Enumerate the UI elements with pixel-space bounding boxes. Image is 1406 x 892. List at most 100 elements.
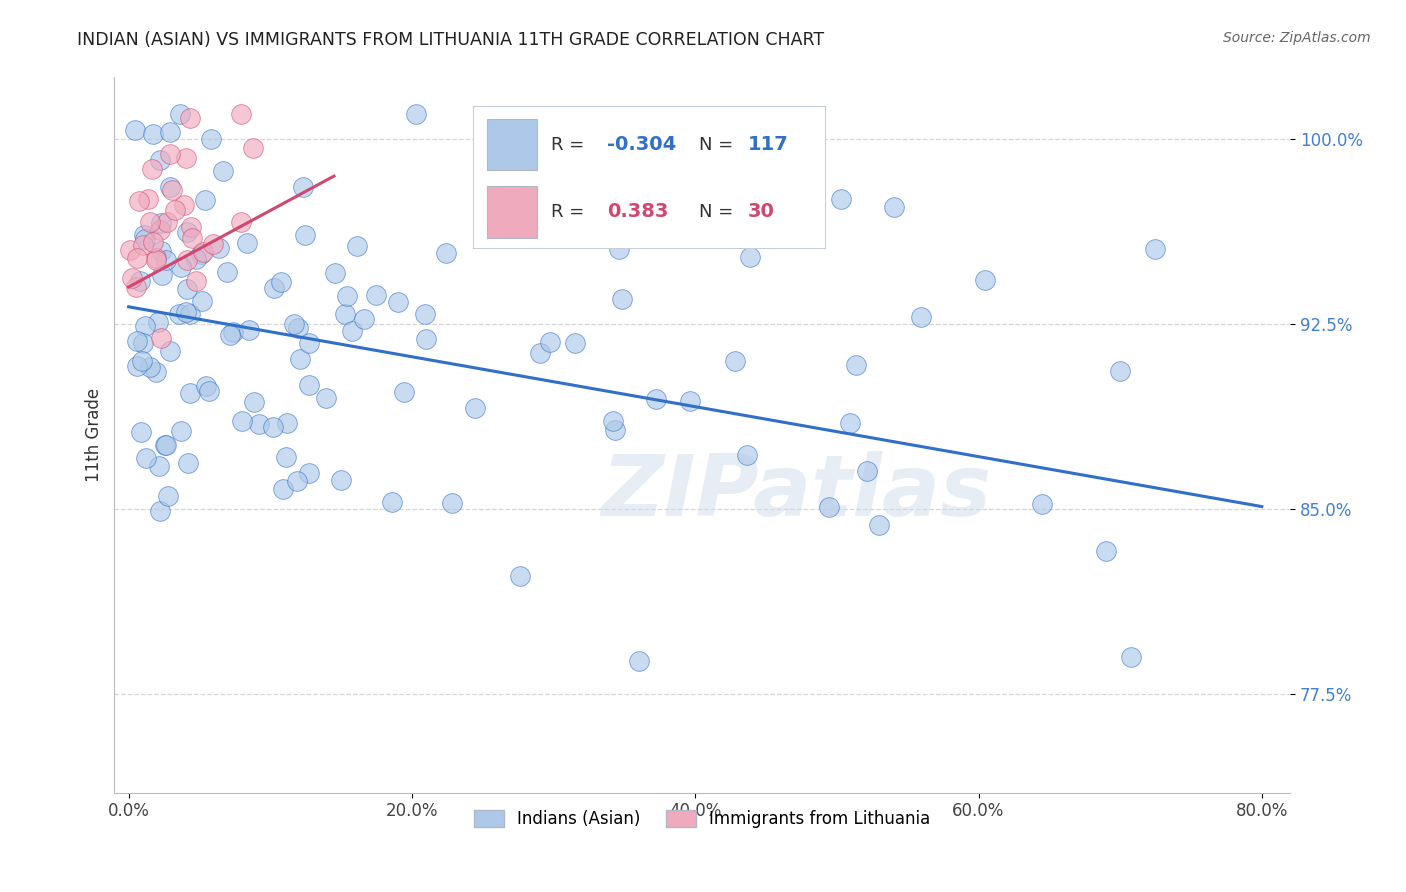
Point xyxy=(179,111,201,125)
Point xyxy=(139,215,162,229)
Point xyxy=(1095,544,1118,558)
Point xyxy=(142,127,165,141)
Point xyxy=(830,192,852,206)
Point xyxy=(315,391,337,405)
Point xyxy=(243,394,266,409)
Point xyxy=(509,569,531,583)
Point xyxy=(174,304,197,318)
Point xyxy=(236,236,259,251)
Point xyxy=(910,310,932,325)
Point xyxy=(330,473,353,487)
Point xyxy=(132,237,155,252)
Point xyxy=(134,227,156,242)
Point xyxy=(149,216,172,230)
Point xyxy=(149,244,172,258)
Point xyxy=(121,271,143,285)
Point xyxy=(159,343,181,358)
Point xyxy=(323,266,346,280)
Point xyxy=(440,496,463,510)
Point xyxy=(529,346,551,360)
Point xyxy=(229,215,252,229)
Point xyxy=(134,232,156,246)
Point xyxy=(129,274,152,288)
Point xyxy=(738,250,761,264)
Point xyxy=(208,241,231,255)
Point xyxy=(170,260,193,274)
Point xyxy=(198,384,221,398)
Point xyxy=(145,251,167,265)
Point xyxy=(134,318,156,333)
Point xyxy=(336,289,359,303)
Point xyxy=(177,456,200,470)
Point xyxy=(135,450,157,465)
Point xyxy=(464,401,486,415)
Point xyxy=(179,307,201,321)
Point xyxy=(292,179,315,194)
Point xyxy=(602,414,624,428)
Point xyxy=(141,161,163,176)
Point xyxy=(974,272,997,286)
Point xyxy=(247,417,270,432)
Point xyxy=(155,438,177,452)
Point xyxy=(155,252,177,267)
Point xyxy=(856,464,879,478)
Point xyxy=(215,265,238,279)
Point xyxy=(170,424,193,438)
Point xyxy=(538,335,561,350)
Point xyxy=(184,252,207,267)
Point xyxy=(415,332,437,346)
Point xyxy=(1108,364,1130,378)
Point xyxy=(353,311,375,326)
Point xyxy=(294,227,316,242)
Point xyxy=(276,416,298,430)
Point xyxy=(262,420,284,434)
Point xyxy=(124,280,146,294)
Point xyxy=(298,378,321,392)
Point xyxy=(193,245,215,260)
Point xyxy=(238,323,260,337)
Point xyxy=(405,107,427,121)
Point xyxy=(218,328,240,343)
Point xyxy=(155,214,177,228)
Point xyxy=(576,182,599,196)
Point xyxy=(644,392,666,407)
Point xyxy=(125,251,148,265)
Point xyxy=(274,450,297,464)
Point xyxy=(1119,650,1142,665)
Point xyxy=(434,245,457,260)
Point xyxy=(273,482,295,496)
Point xyxy=(366,288,388,302)
Point xyxy=(270,275,292,289)
Point xyxy=(392,385,415,400)
Point xyxy=(160,183,183,197)
Legend: Indians (Asian), Immigrants from Lithuania: Indians (Asian), Immigrants from Lithuan… xyxy=(467,803,936,834)
Point xyxy=(146,315,169,329)
Point xyxy=(1031,497,1053,511)
Point xyxy=(169,107,191,121)
Point xyxy=(194,379,217,393)
Point xyxy=(176,282,198,296)
Point xyxy=(176,252,198,267)
Point xyxy=(186,274,208,288)
Point xyxy=(283,318,305,332)
Point xyxy=(191,293,214,308)
Point xyxy=(148,459,170,474)
Point xyxy=(179,386,201,401)
Point xyxy=(298,335,321,350)
Point xyxy=(159,125,181,139)
Point xyxy=(138,359,160,374)
Point xyxy=(152,268,174,283)
Point xyxy=(149,504,172,518)
Point xyxy=(156,489,179,503)
Point xyxy=(200,132,222,146)
Point xyxy=(287,321,309,335)
Point xyxy=(125,334,148,349)
Text: INDIAN (ASIAN) VS IMMIGRANTS FROM LITHUANIA 11TH GRADE CORRELATION CHART: INDIAN (ASIAN) VS IMMIGRANTS FROM LITHUA… xyxy=(77,31,824,49)
Point xyxy=(142,235,165,249)
Point xyxy=(229,107,252,121)
Point xyxy=(129,425,152,440)
Point xyxy=(136,192,159,206)
Point xyxy=(124,123,146,137)
Point xyxy=(603,423,626,437)
Point xyxy=(346,239,368,253)
